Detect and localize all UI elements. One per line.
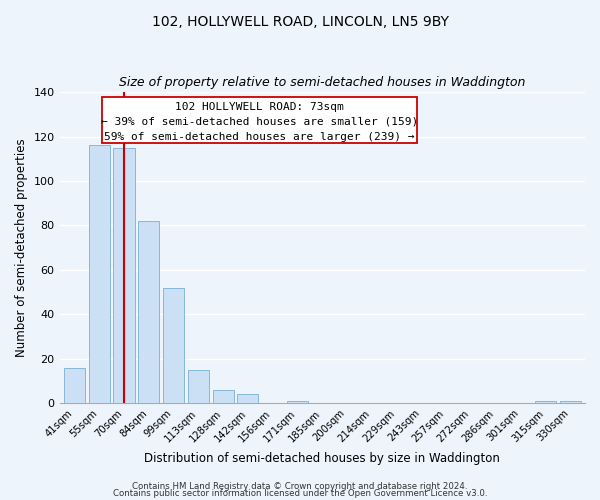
Bar — [163, 288, 184, 403]
Bar — [138, 221, 160, 403]
Bar — [188, 370, 209, 403]
Text: ← 39% of semi-detached houses are smaller (159): ← 39% of semi-detached houses are smalle… — [101, 117, 418, 127]
Bar — [560, 401, 581, 403]
FancyBboxPatch shape — [101, 96, 417, 144]
X-axis label: Distribution of semi-detached houses by size in Waddington: Distribution of semi-detached houses by … — [145, 452, 500, 465]
Y-axis label: Number of semi-detached properties: Number of semi-detached properties — [15, 138, 28, 357]
Text: 59% of semi-detached houses are larger (239) →: 59% of semi-detached houses are larger (… — [104, 132, 415, 141]
Bar — [535, 401, 556, 403]
Text: Contains HM Land Registry data © Crown copyright and database right 2024.: Contains HM Land Registry data © Crown c… — [132, 482, 468, 491]
Title: Size of property relative to semi-detached houses in Waddington: Size of property relative to semi-detach… — [119, 76, 526, 90]
Bar — [212, 390, 233, 403]
Text: Contains public sector information licensed under the Open Government Licence v3: Contains public sector information licen… — [113, 490, 487, 498]
Text: 102 HOLLYWELL ROAD: 73sqm: 102 HOLLYWELL ROAD: 73sqm — [175, 102, 344, 113]
Bar — [238, 394, 259, 403]
Bar — [89, 146, 110, 403]
Bar — [287, 401, 308, 403]
Text: 102, HOLLYWELL ROAD, LINCOLN, LN5 9BY: 102, HOLLYWELL ROAD, LINCOLN, LN5 9BY — [151, 15, 449, 29]
Bar — [64, 368, 85, 403]
Bar — [113, 148, 134, 403]
